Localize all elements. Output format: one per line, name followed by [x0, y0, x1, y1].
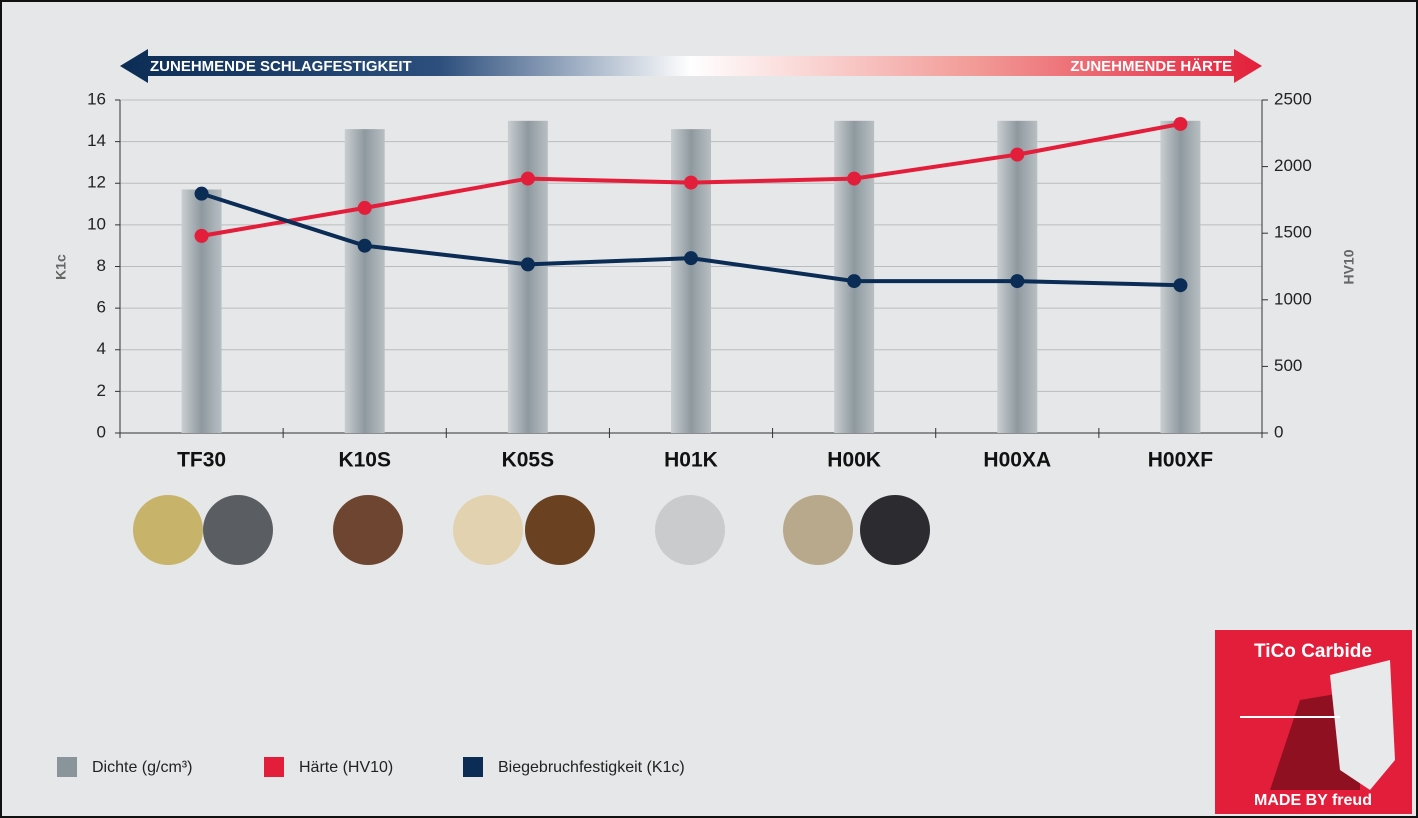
- y2-tick-label: 1500: [1274, 223, 1312, 242]
- point: [194, 228, 209, 243]
- point: [194, 186, 209, 201]
- y2-tick-label: 500: [1274, 356, 1302, 375]
- badge-footer: MADE BY freud: [1254, 792, 1372, 809]
- y-tick-label: 0: [97, 422, 106, 441]
- x-tick-label: K10S: [338, 449, 391, 472]
- point: [357, 238, 372, 253]
- y-tick-label: 10: [87, 214, 106, 233]
- y-tick-label: 12: [87, 173, 106, 192]
- x-tick-label: H00K: [827, 449, 881, 472]
- x-tick-label: K05S: [502, 449, 555, 472]
- x-tick-label: H00XA: [983, 449, 1051, 472]
- y2-tick-label: 2000: [1274, 156, 1312, 175]
- bar: [344, 129, 385, 433]
- bar: [671, 129, 711, 433]
- badge: [1215, 630, 1412, 814]
- x-tick-label: TF30: [177, 449, 226, 472]
- legend-label: Dichte (g/cm³): [92, 759, 192, 776]
- banner-left: ZUNEHMENDE SCHLAGFESTIGKEIT: [150, 58, 412, 75]
- y-tick-label: 16: [87, 89, 106, 108]
- legend-swatch: [57, 757, 77, 777]
- point: [520, 257, 535, 272]
- y2-tick-label: 2500: [1274, 89, 1312, 108]
- legend-swatch: [264, 757, 284, 777]
- bar: [1160, 120, 1201, 433]
- banner-arrow: [120, 49, 1262, 83]
- y2-tick-label: 0: [1274, 422, 1283, 441]
- x-tick-label: H01K: [664, 449, 718, 472]
- y-tick-label: 6: [97, 298, 106, 317]
- banner-right: ZUNEHMENDE HÄRTE: [1070, 58, 1232, 75]
- y-tick-label: 2: [97, 381, 106, 400]
- bar: [507, 120, 548, 433]
- bar: [181, 189, 222, 433]
- point: [520, 171, 535, 186]
- point: [684, 251, 698, 266]
- point: [847, 171, 862, 186]
- y-tick-label: 14: [87, 131, 106, 150]
- legend-swatch: [463, 757, 483, 777]
- legend-label: Härte (HV10): [299, 759, 393, 776]
- point: [1173, 278, 1188, 293]
- point: [357, 200, 372, 215]
- point: [1173, 116, 1188, 131]
- y-tick-label: 4: [97, 339, 106, 358]
- y-axis-label: K1c: [53, 254, 69, 280]
- point: [1010, 274, 1025, 289]
- badge-title: TiCo Carbide: [1254, 641, 1372, 662]
- y2-axis-label: HV10: [1341, 249, 1357, 284]
- x-tick-label: H00XF: [1148, 449, 1214, 472]
- point: [684, 175, 698, 190]
- y-tick-label: 8: [97, 256, 106, 275]
- legend-label: Biegebruchfestigkeit (K1c): [498, 759, 685, 776]
- y2-tick-label: 1000: [1274, 289, 1312, 308]
- point: [1010, 147, 1025, 162]
- material-images: [133, 495, 930, 565]
- point: [847, 274, 862, 289]
